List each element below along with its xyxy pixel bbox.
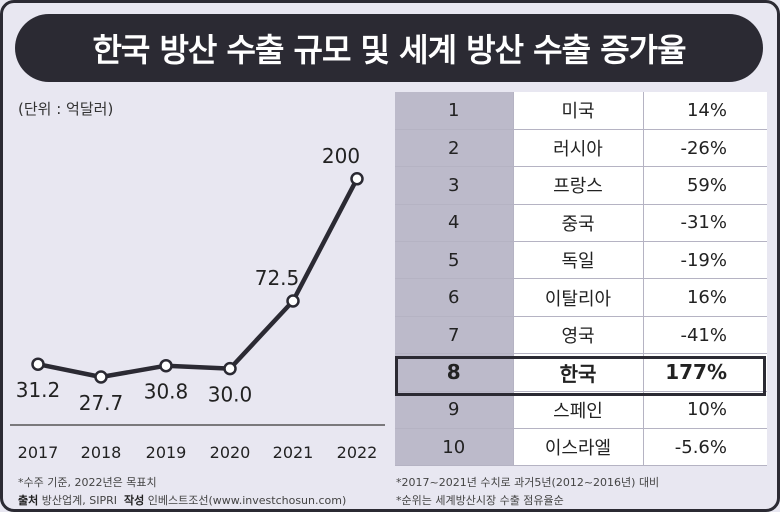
data-label: 30.0	[208, 383, 253, 407]
data-label: 31.2	[16, 378, 61, 402]
table-row: 6 이탈리아 16%	[395, 278, 767, 317]
right-footnote-1: *2017~2021년 수치로 과거5년(2012~2016년) 대비	[396, 476, 660, 489]
right-footnote-2: *순위는 세계방산시장 수출 점유율순	[396, 494, 564, 507]
x-tick-label: 2017	[18, 443, 59, 462]
left-footnote: *수주 기준, 2022년은 목표치	[18, 476, 157, 489]
author-value: 인베스트조선(www.investchosun.com)	[147, 494, 347, 507]
x-tick-label: 2021	[273, 443, 314, 462]
rank-cell: 4	[395, 204, 513, 243]
table-row: 4 중국 -31%	[395, 204, 767, 243]
rank-cell: 9	[395, 391, 513, 430]
rank-cell: 10	[395, 428, 513, 467]
growth-cell: 14%	[642, 92, 767, 130]
data-label: 27.7	[79, 391, 124, 415]
country-cell: 이탈리아	[512, 278, 643, 317]
table-row: 9 스페인 10%	[395, 391, 767, 430]
table-row: 1 미국 14%	[395, 92, 767, 130]
growth-cell: -26%	[642, 129, 767, 168]
country-cell: 프랑스	[512, 166, 643, 205]
data-point	[223, 361, 237, 376]
series-line	[37, 177, 359, 380]
rank-cell: 6	[395, 278, 513, 317]
x-tick-label: 2022	[337, 443, 378, 462]
country-cell: 한국	[512, 353, 643, 392]
rank-cell: 2	[395, 129, 513, 168]
growth-cell: 16%	[642, 278, 767, 317]
data-label: 72.5	[255, 266, 300, 290]
country-cell: 러시아	[512, 129, 643, 168]
rank-cell: 1	[395, 92, 513, 130]
unit-label: (단위 : 억달러)	[18, 100, 114, 118]
table-row: 7 영국 -41%	[395, 316, 767, 355]
rank-cell: 8	[395, 353, 513, 392]
table-row: 2 러시아 -26%	[395, 129, 767, 168]
rank-cell: 5	[395, 241, 513, 280]
data-point	[286, 294, 300, 308]
data-point	[350, 172, 364, 186]
table-row: 8 한국 177%	[395, 353, 767, 392]
export-growth-table: 1 미국 14% 2 러시아 -26% 3 프랑스 59% 4 중국 -31% 5 독일 -19% 6 이탈리아…	[395, 92, 767, 467]
country-cell: 중국	[512, 204, 643, 243]
data-point	[94, 370, 108, 384]
rank-cell: 3	[395, 166, 513, 205]
growth-cell: 10%	[642, 391, 767, 430]
source-line: 출처 방산업계, SIPRI 작성 인베스트조선(www.investchosu…	[18, 492, 346, 508]
author-label: 작성	[123, 494, 145, 507]
growth-cell: 59%	[642, 166, 767, 205]
country-cell: 영국	[512, 316, 643, 355]
table-row: 5 독일 -19%	[395, 241, 767, 280]
growth-cell: -19%	[642, 241, 767, 280]
table-row: 3 프랑스 59%	[395, 166, 767, 205]
export-line-chart: 31.2 2017 27.7 2018 30.8 2019 30.0 2020 72.5 2021…	[10, 144, 385, 462]
infographic-title: 한국 방산 수출 규모 및 세계 방산 수출 증가율	[15, 14, 763, 82]
table-row: 10 이스라엘 -5.6%	[395, 428, 767, 467]
rank-cell: 7	[395, 316, 513, 355]
source-label: 출처	[18, 494, 39, 507]
country-cell: 미국	[512, 92, 643, 130]
data-label: 200	[322, 144, 360, 168]
growth-cell: -5.6%	[642, 428, 767, 467]
country-cell: 이스라엘	[512, 428, 643, 467]
korea-highlight-box	[395, 356, 766, 396]
country-cell: 스페인	[512, 391, 643, 430]
x-tick-label: 2019	[146, 443, 187, 462]
data-point	[159, 358, 173, 373]
growth-cell: 177%	[642, 353, 767, 392]
country-cell: 독일	[512, 241, 643, 280]
data-label: 30.8	[144, 380, 189, 404]
growth-cell: -31%	[642, 204, 767, 243]
data-point	[31, 357, 45, 371]
source-value: 방산업계, SIPRI	[41, 494, 117, 507]
x-tick-label: 2018	[81, 443, 122, 462]
growth-cell: -41%	[642, 316, 767, 355]
x-tick-label: 2020	[210, 443, 251, 462]
